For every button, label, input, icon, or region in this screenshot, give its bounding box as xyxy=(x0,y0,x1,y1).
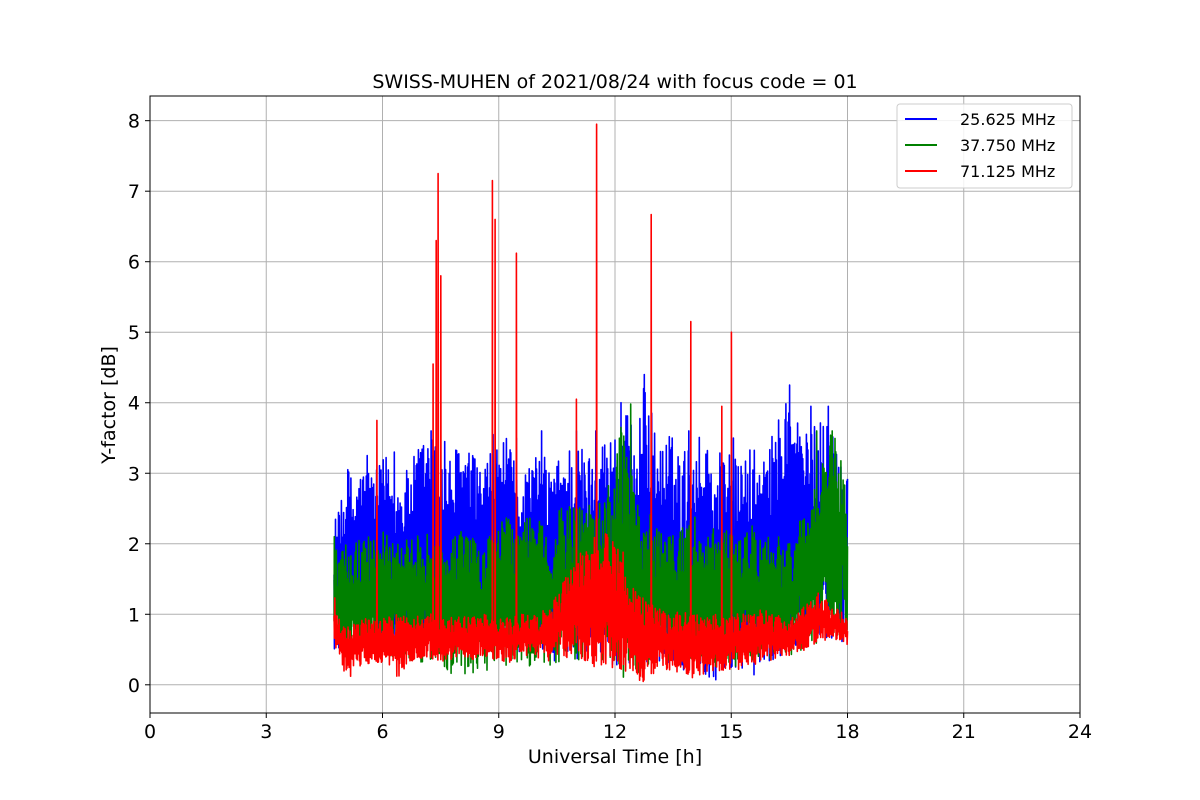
x-tick-label: 15 xyxy=(719,721,743,743)
legend-label-37-750: 37.750 MHz xyxy=(960,136,1055,155)
legend-label-71-125: 71.125 MHz xyxy=(960,162,1055,181)
legend: 25.625 MHz 37.750 MHz 71.125 MHz xyxy=(896,103,1073,189)
y-tick-label: 3 xyxy=(128,463,140,485)
legend-label-25-625: 25.625 MHz xyxy=(960,110,1055,129)
x-tick-label: 21 xyxy=(952,721,976,743)
x-axis-label: Universal Time [h] xyxy=(528,746,702,768)
chart-title: SWISS-MUHEN of 2021/08/24 with focus cod… xyxy=(372,71,857,93)
y-tick-label: 7 xyxy=(128,181,140,203)
y-axis-label: Y-factor [dB] xyxy=(98,346,120,465)
x-tick-label: 12 xyxy=(603,721,627,743)
y-tick-label: 8 xyxy=(128,111,140,133)
x-tick-label: 6 xyxy=(376,721,388,743)
y-tick-label: 2 xyxy=(128,534,140,556)
x-tick-label: 0 xyxy=(144,721,156,743)
plot-area xyxy=(333,123,849,683)
series-line-3 xyxy=(333,123,849,683)
legend-box xyxy=(896,103,1073,189)
x-tick-label: 9 xyxy=(493,721,505,743)
y-tick-label: 0 xyxy=(128,675,140,697)
y-tick-label: 6 xyxy=(128,252,140,274)
x-tick-label: 18 xyxy=(835,721,859,743)
y-tick-label: 4 xyxy=(128,393,140,415)
y-tick-label: 1 xyxy=(128,604,140,626)
x-tick-label: 3 xyxy=(260,721,272,743)
y-tick-label: 5 xyxy=(128,322,140,344)
tick-marks xyxy=(145,120,1081,718)
x-tick-label: 24 xyxy=(1068,721,1092,743)
